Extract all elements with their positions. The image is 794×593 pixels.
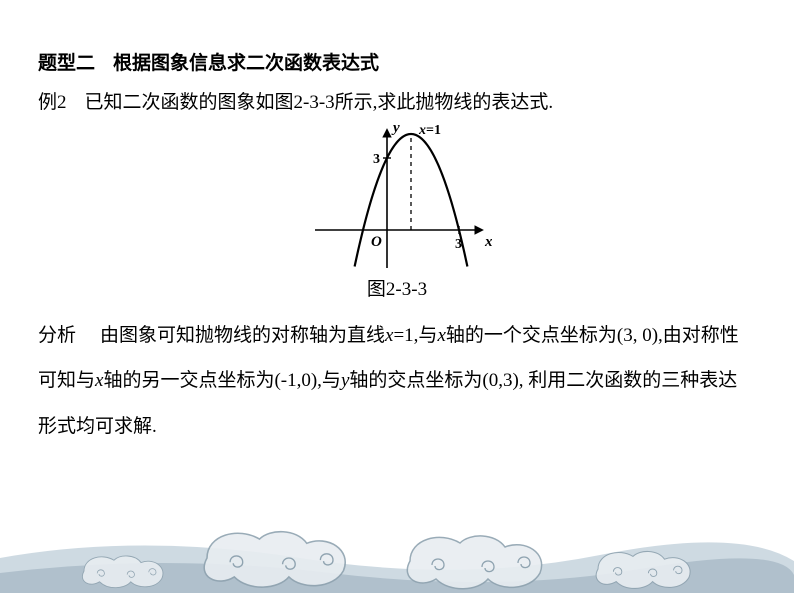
problem-label: 例2	[38, 89, 67, 118]
figure-container: 3 3 Ox y x=1	[38, 122, 756, 272]
problem-statement: 例2 已知二次函数的图象如图2-3-3所示,求此抛物线的表达式.	[38, 89, 756, 118]
analysis-text: 由图象可知抛物线的对称轴为直线x=1,与x轴的一个交点坐标为(3, 0),由对称…	[38, 325, 739, 437]
heading-title: 根据图象信息求二次函数表达式	[113, 53, 379, 74]
svg-text:O: O	[371, 234, 382, 250]
svg-text:3: 3	[373, 152, 380, 167]
analysis-block: 分析由图象可知抛物线的对称轴为直线x=1,与x轴的一个交点坐标为(3, 0),由…	[38, 313, 756, 450]
svg-text:x: x	[484, 234, 492, 250]
figure-caption: 图2-3-3	[38, 274, 756, 301]
svg-text:y: y	[391, 122, 400, 136]
svg-text:3: 3	[455, 237, 462, 252]
svg-text:x=1: x=1	[418, 123, 441, 138]
footer-decoration	[0, 503, 794, 593]
analysis-label: 分析	[38, 313, 76, 359]
heading-label: 题型二	[38, 53, 95, 74]
section-heading: 题型二根据图象信息求二次函数表达式	[38, 48, 756, 75]
parabola-chart: 3 3 Ox y x=1	[302, 122, 492, 272]
problem-text: 已知二次函数的图象如图2-3-3所示,求此抛物线的表达式.	[85, 92, 554, 113]
